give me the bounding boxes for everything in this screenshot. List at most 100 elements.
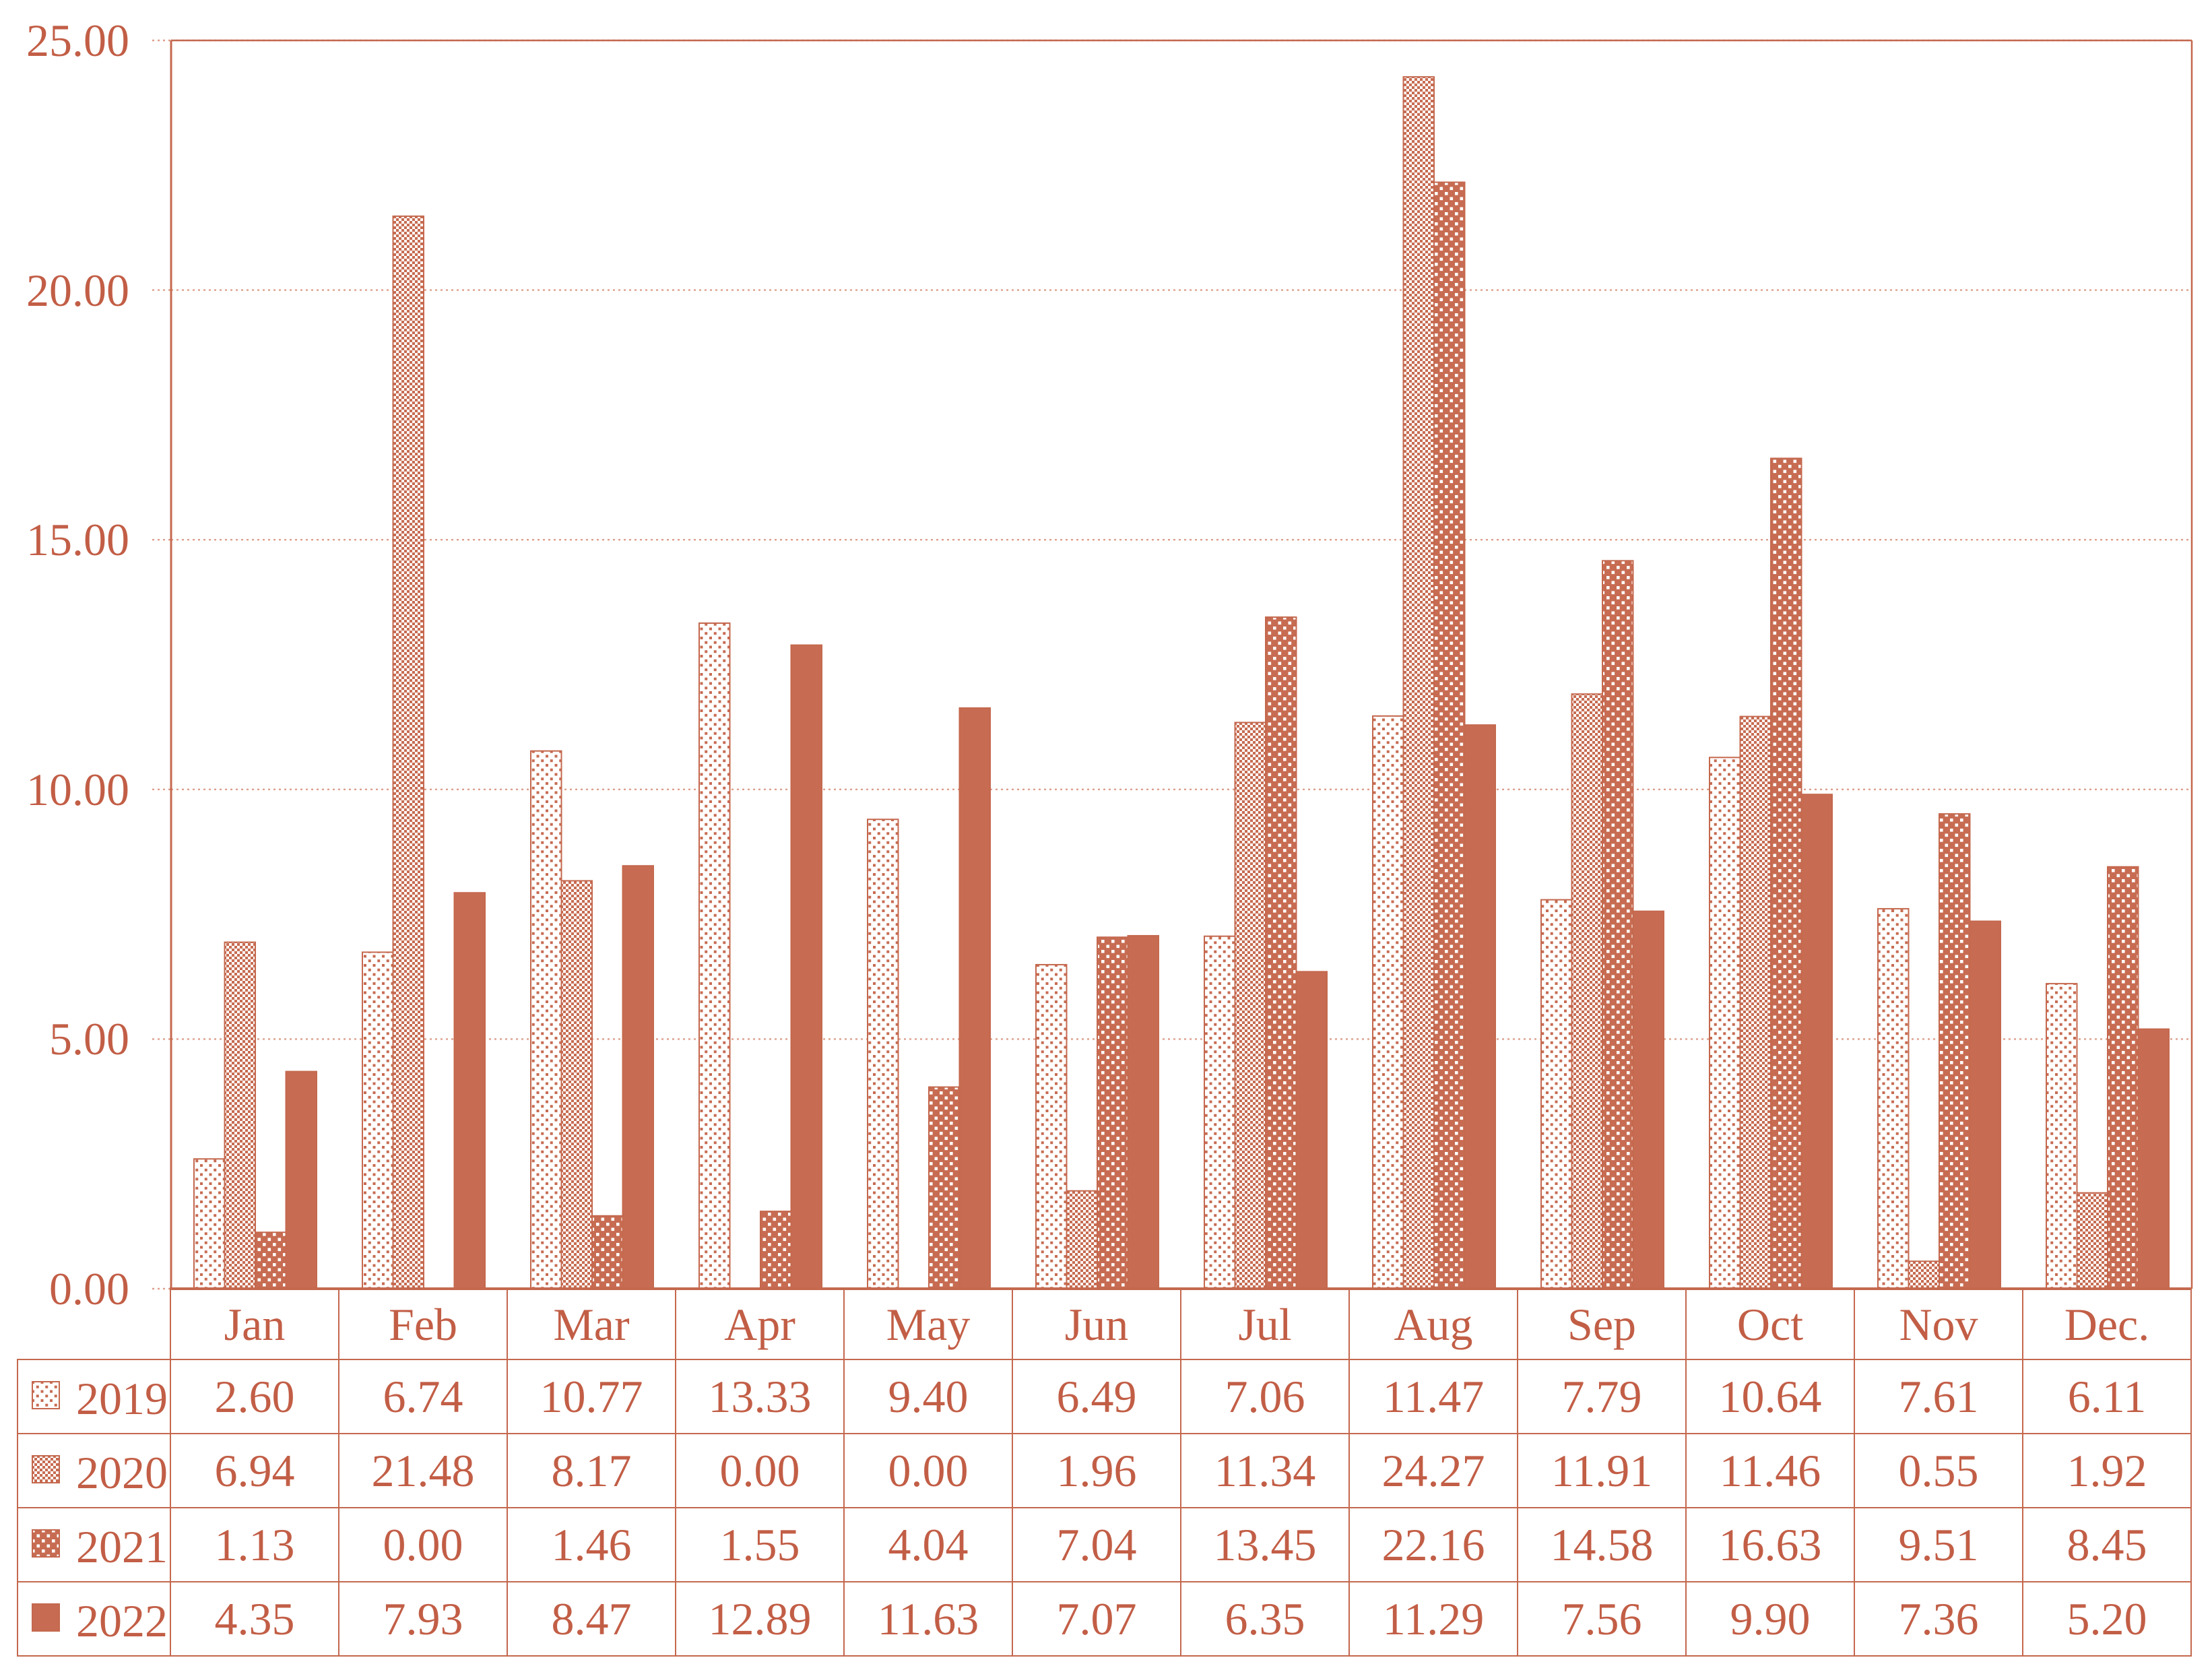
column-header-Dec.: Dec. (2022, 1290, 2192, 1360)
bar-2019-May (867, 819, 899, 1289)
series-row-2021: 2021 1.13 0.00 1.46 1.55 4.04 7.04 13.45 22.16 14… (17, 1507, 2192, 1582)
bar-2020-Jan (224, 941, 256, 1289)
value-cell: 2.60 (170, 1359, 339, 1434)
value-cell: 11.29 (1348, 1581, 1518, 1657)
series-year-label: 2020 (76, 1446, 168, 1498)
bar-2019-Jul (1204, 935, 1236, 1289)
legend-swatch-2020 (32, 1455, 60, 1484)
bar-2021-Jul (1265, 616, 1297, 1289)
value-cell: 9.51 (1854, 1507, 2023, 1582)
value-cell: 0.55 (1854, 1433, 2023, 1508)
bar-2020-Dec. (2076, 1192, 2108, 1289)
value-cell: 1.13 (170, 1507, 339, 1582)
column-header-Apr: Apr (675, 1290, 845, 1360)
bar-2022-Nov (1969, 920, 2001, 1289)
plot-frame-layer (170, 39, 2193, 1290)
y-axis-tick-label: 5.00 (49, 1013, 129, 1065)
column-header-May: May (843, 1290, 1013, 1360)
y-axis-tick-label: 20.00 (26, 264, 129, 316)
bars-layer (193, 76, 2170, 1290)
value-cell: 0.00 (338, 1507, 508, 1582)
column-header-Feb: Feb (338, 1290, 508, 1360)
value-cell: 11.34 (1180, 1433, 1350, 1508)
bar-2019-Sep (1540, 899, 1573, 1289)
bar-2022-Aug (1464, 724, 1496, 1289)
bar-2019-Nov (1877, 907, 1910, 1289)
value-cell: 11.63 (843, 1581, 1013, 1657)
legend-swatch-2021 (32, 1529, 60, 1558)
value-cell: 7.07 (1012, 1581, 1181, 1657)
bar-2022-Feb (453, 892, 486, 1289)
value-cell: 1.96 (1012, 1433, 1181, 1508)
bar-2022-Sep (1632, 910, 1664, 1290)
legend-cell-2019: 2019 (17, 1359, 171, 1434)
value-cell: 13.33 (675, 1359, 845, 1434)
value-cell: 7.04 (1012, 1507, 1181, 1582)
value-cell: 4.35 (170, 1581, 339, 1657)
bar-2021-Mar (591, 1215, 624, 1289)
value-cell: 6.35 (1180, 1581, 1350, 1657)
column-header-Sep: Sep (1517, 1290, 1687, 1360)
series-row-2022: 2022 4.35 7.93 8.47 12.89 11.63 7.07 6.35 11.29 7… (17, 1581, 2192, 1657)
bar-2021-Dec. (2107, 866, 2139, 1290)
bar-2022-Apr (790, 644, 822, 1289)
bar-2020-Jun (1066, 1190, 1098, 1290)
bar-2022-Jul (1295, 971, 1328, 1289)
value-cell: 0.00 (843, 1433, 1013, 1508)
y-axis-tick-label: 15.00 (26, 514, 129, 566)
legend-cell-2021: 2021 (17, 1507, 171, 1582)
bar-chart-plot (152, 39, 2193, 1290)
value-cell: 6.74 (338, 1359, 508, 1434)
bar-2019-Apr (698, 622, 731, 1289)
column-header-Oct: Oct (1685, 1290, 1855, 1360)
data-table-legend: Jan Feb Mar Apr May Jun Jul Aug Sep Oct Nov Dec. 20… (17, 1290, 2192, 1657)
bar-2021-Oct (1770, 457, 1802, 1289)
bar-2022-Jun (1127, 934, 1159, 1289)
column-header-Jun: Jun (1012, 1290, 1181, 1360)
legend-cell-2020: 2020 (17, 1433, 171, 1508)
value-cell: 7.56 (1517, 1581, 1687, 1657)
legend-swatch-2019 (32, 1381, 60, 1410)
bar-2020-Feb (392, 215, 424, 1290)
bar-2019-Dec. (2046, 983, 2078, 1290)
value-cell: 1.55 (675, 1507, 845, 1582)
value-cell: 9.90 (1685, 1581, 1855, 1657)
bar-2019-Feb (362, 951, 394, 1289)
table-corner-cell (18, 1290, 171, 1360)
month-header-row: Jan Feb Mar Apr May Jun Jul Aug Sep Oct Nov Dec. (18, 1290, 2192, 1360)
bar-2022-May (958, 707, 991, 1289)
bar-2020-Oct (1739, 715, 1771, 1290)
value-cell: 5.20 (2022, 1581, 2192, 1657)
bar-2019-Jan (193, 1158, 226, 1289)
column-header-Nov: Nov (1854, 1290, 2023, 1360)
value-cell: 7.79 (1517, 1359, 1687, 1434)
series-year-label: 2021 (76, 1520, 168, 1572)
y-axis-tick-label: 10.00 (26, 763, 129, 815)
bar-2019-Aug (1372, 715, 1404, 1289)
value-cell: 10.77 (507, 1359, 676, 1434)
value-cell: 9.40 (843, 1359, 1013, 1434)
series-year-label: 2019 (76, 1372, 168, 1424)
value-cell: 8.47 (507, 1581, 676, 1657)
value-cell: 10.64 (1685, 1359, 1855, 1434)
value-cell: 7.61 (1854, 1359, 2023, 1434)
legend-swatch-2022 (32, 1603, 60, 1632)
column-header-Jul: Jul (1180, 1290, 1350, 1360)
value-cell: 6.11 (2022, 1359, 2192, 1434)
bar-2020-Jul (1234, 722, 1266, 1290)
bar-2019-Jun (1035, 963, 1068, 1289)
bar-2020-Nov (1908, 1260, 1940, 1290)
value-cell: 22.16 (1348, 1507, 1518, 1582)
value-cell: 6.49 (1012, 1359, 1181, 1434)
column-header-Mar: Mar (507, 1290, 676, 1360)
value-cell: 24.27 (1348, 1433, 1518, 1508)
bar-2022-Jan (285, 1070, 317, 1289)
value-cell: 7.36 (1854, 1581, 2023, 1657)
bar-2021-Apr (760, 1211, 792, 1290)
bar-2020-Aug (1402, 76, 1435, 1290)
value-cell: 13.45 (1180, 1507, 1350, 1582)
value-cell: 1.46 (507, 1507, 676, 1582)
value-cell: 6.94 (170, 1433, 339, 1508)
bar-2020-Sep (1571, 693, 1603, 1290)
value-cell: 16.63 (1685, 1507, 1855, 1582)
